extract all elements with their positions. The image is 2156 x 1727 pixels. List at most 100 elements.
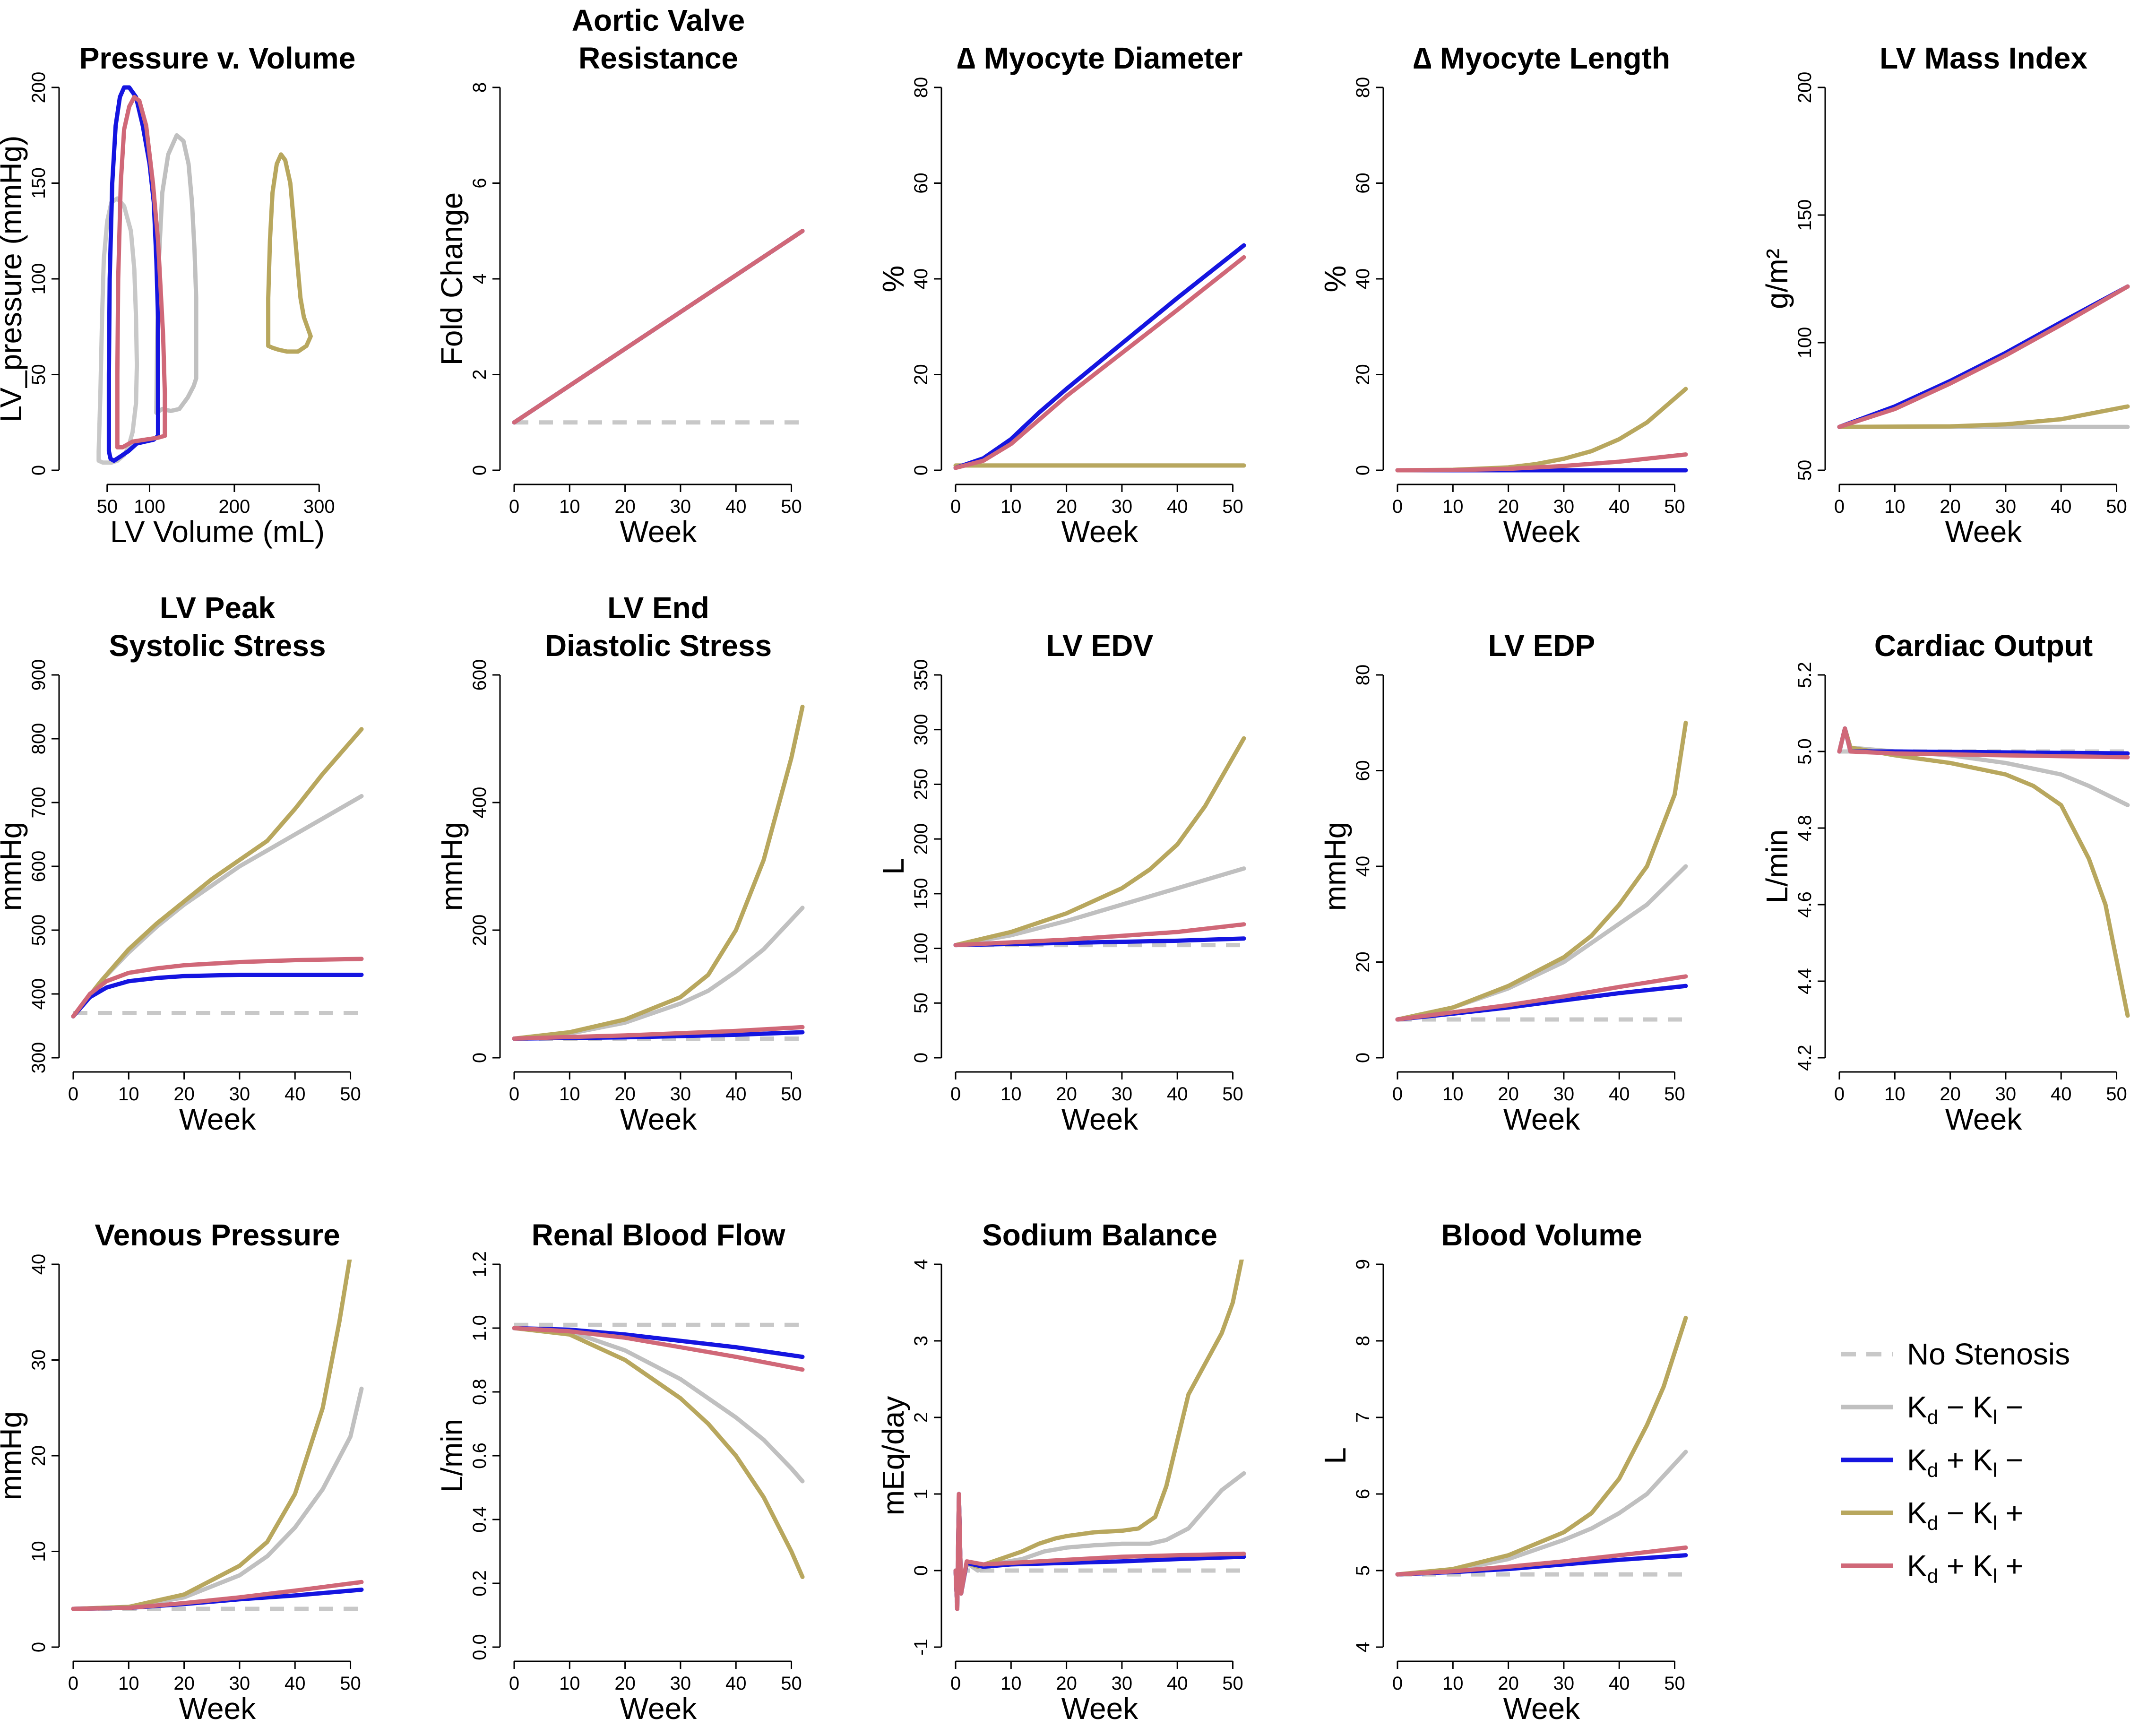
y-tick-label: 2 — [469, 369, 490, 380]
x-tick-label: 0 — [1834, 496, 1845, 517]
y-tick-label: 4 — [911, 1259, 931, 1269]
y-tick-label: 150 — [28, 167, 49, 199]
y-tick-label: 7 — [1353, 1412, 1373, 1423]
chart-edp: LV EDP 0 10 20 30 40 50 0 20 40 60 80 Week mmHg — [1318, 629, 1688, 1136]
y-tick-label: 1.0 — [469, 1315, 490, 1341]
y-tick-label: 4.2 — [1794, 1045, 1815, 1071]
x-tick-label: 50 — [1664, 496, 1685, 517]
series-kd-plus-kl-plus — [512, 1326, 805, 1372]
chart-peakstress: LV Peak Systolic Stress 0 10 20 30 40 50 300 400 5… — [0, 591, 364, 1136]
y-tick-label: 50 — [28, 364, 49, 385]
legend: No Stenosis Kd − Kl − Kd + Kl − Kd − Kl + Kd… — [1841, 1337, 2070, 1587]
y-tick-label: 0 — [1353, 1053, 1373, 1063]
x-tick-label: 30 — [1112, 1673, 1133, 1694]
x-tick-label: 40 — [1167, 1673, 1188, 1694]
x-tick-label: 0 — [68, 1673, 78, 1694]
x-axis-label: Week — [1503, 515, 1580, 549]
y-tick-label: 200 — [1794, 72, 1815, 104]
x-tick-label: 40 — [1609, 1084, 1630, 1105]
series-kd-plus-kl-plus — [953, 1492, 1246, 1611]
y-tick-label: 200 — [911, 823, 931, 855]
x-axis-label: Week — [179, 1692, 256, 1726]
x-tick-label: 40 — [2051, 496, 2072, 517]
x-tick-label: 10 — [1442, 1084, 1464, 1105]
x-tick-label: 10 — [1442, 496, 1464, 517]
x-tick-label: 20 — [1498, 496, 1519, 517]
chart-title: ∆ Myocyte Diameter — [957, 41, 1243, 75]
y-axis-label: LV_pressure (mmHg) — [0, 136, 28, 423]
series-kd-plus-kl-plus — [115, 95, 167, 449]
x-tick-label: 50 — [97, 496, 118, 517]
x-tick-label: 0 — [1392, 1084, 1403, 1105]
x-tick-label: 40 — [1609, 496, 1630, 517]
x-tick-label: 20 — [173, 1673, 195, 1694]
series-kd-plus-kl-minus — [953, 243, 1246, 470]
x-axis-label: Week — [1945, 1102, 2022, 1136]
chart-title: Blood Volume — [1441, 1218, 1642, 1252]
x-tick-label: 50 — [1222, 496, 1243, 517]
y-tick-label: 0 — [28, 465, 49, 475]
x-tick-label: 30 — [1112, 1084, 1133, 1105]
y-tick-label: 60 — [1353, 173, 1373, 194]
y-tick-label: 40 — [28, 1254, 49, 1275]
chart-title: LV EDP — [1488, 629, 1595, 663]
x-tick-label: 20 — [1498, 1084, 1519, 1105]
x-tick-label: 20 — [614, 1673, 636, 1694]
x-tick-label: 50 — [1222, 1673, 1243, 1694]
series-kd-minus-kl-plus — [512, 705, 805, 1041]
y-tick-label: 0 — [469, 1053, 490, 1063]
y-tick-label: 200 — [469, 915, 490, 946]
y-tick-label: 8 — [1353, 1336, 1373, 1346]
x-tick-label: 10 — [118, 1084, 139, 1105]
x-tick-label: 10 — [559, 496, 580, 517]
y-tick-label: 300 — [28, 1042, 49, 1074]
x-tick-label: 0 — [509, 1084, 519, 1105]
x-tick-label: 20 — [1056, 1673, 1077, 1694]
chart-pv: Pressure v. Volume 50 100 200 300 0 50 100 150 20… — [0, 41, 355, 549]
x-tick-label: 30 — [229, 1673, 250, 1694]
x-tick-label: 0 — [950, 1673, 961, 1694]
legend-item-kd-minus-kl-minus: Kd − Kl − — [1841, 1390, 2023, 1428]
y-tick-label: 80 — [911, 77, 931, 98]
chart-title: LV Peak — [160, 591, 276, 625]
series-kd-plus-kl-plus — [512, 1025, 805, 1041]
y-tick-label: 4.4 — [1794, 968, 1815, 994]
y-tick-label: 0.6 — [469, 1442, 490, 1469]
series-kd-plus-kl-plus — [1395, 974, 1688, 1022]
x-axis-label: LV Volume (mL) — [110, 515, 325, 549]
y-tick-label: 4 — [1353, 1642, 1373, 1652]
x-tick-label: 40 — [1167, 1084, 1188, 1105]
legend-label: Kd − Kl + — [1907, 1496, 2023, 1534]
y-tick-label: 20 — [911, 364, 931, 385]
x-tick-label: 50 — [781, 496, 802, 517]
x-tick-label: 0 — [1834, 1084, 1845, 1105]
y-tick-label: 0 — [469, 465, 490, 475]
legend-item-kd-plus-kl-minus: Kd + Kl − — [1841, 1443, 2023, 1481]
chart-title: Sodium Balance — [982, 1218, 1217, 1252]
x-tick-label: 30 — [1553, 496, 1575, 517]
y-tick-label: 1.2 — [469, 1251, 490, 1278]
y-axis-label: L/min — [435, 1419, 469, 1493]
y-tick-label: 20 — [28, 1445, 49, 1467]
series-kd-minus-kl-minus — [1395, 1450, 1688, 1577]
series-kd-minus-kl-minus — [1837, 726, 2130, 807]
x-tick-label: 0 — [1392, 496, 1403, 517]
y-axis-label: mmHg — [0, 822, 28, 911]
chart-title: Resistance — [578, 41, 738, 75]
y-tick-label: 5.0 — [1794, 738, 1815, 765]
x-axis-label: Week — [1503, 1102, 1580, 1136]
x-tick-label: 0 — [68, 1084, 78, 1105]
chart-title: Pressure v. Volume — [79, 41, 356, 75]
series-kd-minus-kl-plus — [71, 727, 364, 1019]
y-tick-label: 0.2 — [469, 1570, 490, 1597]
series-kd-plus-kl-plus — [512, 229, 805, 425]
x-tick-label: 50 — [781, 1084, 802, 1105]
y-tick-label: 100 — [1794, 327, 1815, 359]
chart-title: Venous Pressure — [95, 1218, 340, 1252]
chart-bloodvol: Blood Volume 0 10 20 30 40 50 4 5 6 7 8 9 Week L — [1318, 1218, 1688, 1726]
x-axis-label: Week — [620, 1102, 697, 1136]
y-tick-label: 50 — [911, 993, 931, 1014]
x-tick-label: 20 — [1498, 1673, 1519, 1694]
x-tick-label: 30 — [1112, 496, 1133, 517]
y-tick-label: 10 — [28, 1541, 49, 1562]
